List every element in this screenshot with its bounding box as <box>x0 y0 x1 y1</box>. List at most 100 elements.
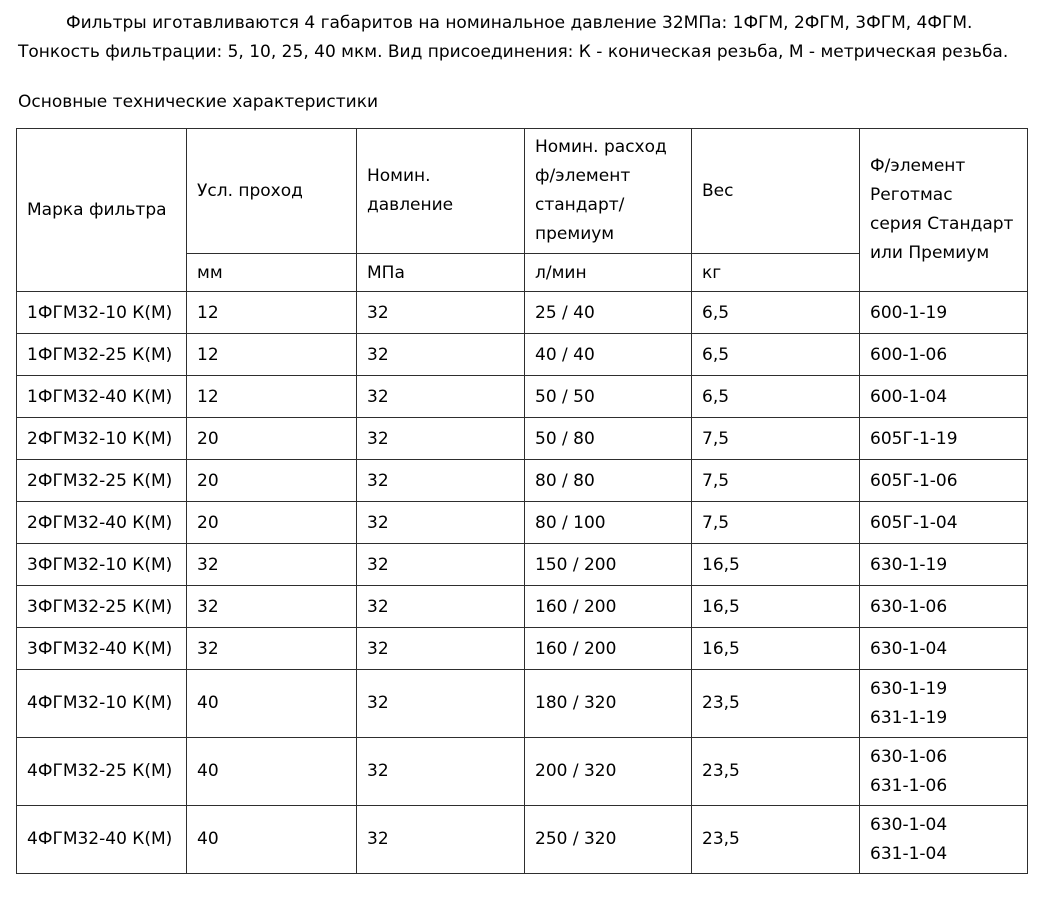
cell-pressure: 32 <box>356 333 525 376</box>
cell-model: 4ФГМ32-40 К(М) <box>16 805 187 874</box>
intro-paragraph: Фильтры иготавливаются 4 габаритов на но… <box>18 13 1009 62</box>
cell-pressure: 32 <box>356 417 525 460</box>
cell-weight: 6,5 <box>691 291 860 334</box>
cell-model: 2ФГМ32-40 К(М) <box>16 501 187 544</box>
cell-weight: 6,5 <box>691 375 860 418</box>
cell-model: 2ФГМ32-10 К(М) <box>16 417 187 460</box>
cell-flow: 250 / 320 <box>524 805 692 874</box>
table-row: 1ФГМ32-10 К(М) 12 32 25 / 40 6,5 600-1-1… <box>16 291 1028 334</box>
col-header-bore: Усл. проход <box>186 128 357 254</box>
cell-weight: 16,5 <box>691 585 860 628</box>
cell-bore: 40 <box>186 669 357 738</box>
cell-pressure: 32 <box>356 805 525 874</box>
cell-bore: 32 <box>186 627 357 670</box>
cell-pressure: 32 <box>356 543 525 586</box>
cell-element: 605Г-1-19 <box>859 417 1028 460</box>
cell-pressure: 32 <box>356 501 525 544</box>
cell-weight: 7,5 <box>691 501 860 544</box>
cell-weight: 7,5 <box>691 417 860 460</box>
cell-bore: 32 <box>186 543 357 586</box>
cell-model: 4ФГМ32-10 К(М) <box>16 669 187 738</box>
cell-element: 630-1-19 631-1-19 <box>859 669 1028 738</box>
table-row: 2ФГМ32-25 К(М) 20 32 80 / 80 7,5 605Г-1-… <box>16 459 1028 502</box>
specs-table: Марка фильтра Усл. проход Номин. давлени… <box>16 128 1028 874</box>
cell-flow: 200 / 320 <box>524 737 692 806</box>
unit-bore: мм <box>186 253 357 292</box>
cell-flow: 80 / 80 <box>524 459 692 502</box>
cell-element: 630-1-06 631-1-06 <box>859 737 1028 806</box>
cell-weight: 23,5 <box>691 669 860 738</box>
cell-flow: 50 / 50 <box>524 375 692 418</box>
cell-model: 2ФГМ32-25 К(М) <box>16 459 187 502</box>
cell-flow: 160 / 200 <box>524 585 692 628</box>
table-row: 3ФГМ32-10 К(М) 32 32 150 / 200 16,5 630-… <box>16 543 1028 586</box>
cell-flow: 180 / 320 <box>524 669 692 738</box>
cell-bore: 20 <box>186 459 357 502</box>
cell-element: 600-1-04 <box>859 375 1028 418</box>
cell-bore: 12 <box>186 291 357 334</box>
cell-pressure: 32 <box>356 375 525 418</box>
cell-model: 1ФГМ32-10 К(М) <box>16 291 187 334</box>
col-header-weight: Вес <box>691 128 860 254</box>
cell-weight: 23,5 <box>691 805 860 874</box>
unit-pressure: МПа <box>356 253 525 292</box>
cell-bore: 12 <box>186 375 357 418</box>
cell-flow: 25 / 40 <box>524 291 692 334</box>
cell-model: 3ФГМ32-25 К(М) <box>16 585 187 628</box>
cell-element: 630-1-19 <box>859 543 1028 586</box>
cell-pressure: 32 <box>356 627 525 670</box>
table-row: 1ФГМ32-25 К(М) 12 32 40 / 40 6,5 600-1-0… <box>16 333 1028 376</box>
cell-model: 3ФГМ32-10 К(М) <box>16 543 187 586</box>
unit-weight: кг <box>691 253 860 292</box>
table-row: 1ФГМ32-40 К(М) 12 32 50 / 50 6,5 600-1-0… <box>16 375 1028 418</box>
col-header-pressure: Номин. давление <box>356 128 525 254</box>
table-row: 4ФГМ32-10 К(М) 40 32 180 / 320 23,5 630-… <box>16 669 1028 738</box>
table-row: 2ФГМ32-40 К(М) 20 32 80 / 100 7,5 605Г-1… <box>16 501 1028 544</box>
cell-bore: 20 <box>186 417 357 460</box>
cell-element: 600-1-06 <box>859 333 1028 376</box>
cell-flow: 160 / 200 <box>524 627 692 670</box>
cell-bore: 40 <box>186 805 357 874</box>
table-row: 2ФГМ32-10 К(М) 20 32 50 / 80 7,5 605Г-1-… <box>16 417 1028 460</box>
cell-weight: 16,5 <box>691 627 860 670</box>
table-header-row: Марка фильтра Усл. проход Номин. давлени… <box>16 128 1028 292</box>
cell-pressure: 32 <box>356 291 525 334</box>
table-row: 3ФГМ32-40 К(М) 32 32 160 / 200 16,5 630-… <box>16 627 1028 670</box>
cell-element: 630-1-06 <box>859 585 1028 628</box>
cell-weight: 6,5 <box>691 333 860 376</box>
section-heading: Основные технические характеристики <box>18 92 379 112</box>
cell-bore: 20 <box>186 501 357 544</box>
cell-model: 4ФГМ32-25 К(М) <box>16 737 187 806</box>
cell-element: 630-1-04 631-1-04 <box>859 805 1028 874</box>
table-units-row: мм МПа л/мин кг <box>17 253 1028 292</box>
cell-element: 605Г-1-04 <box>859 501 1028 544</box>
unit-flow: л/мин <box>524 253 692 292</box>
cell-weight: 23,5 <box>691 737 860 806</box>
cell-flow: 80 / 100 <box>524 501 692 544</box>
cell-weight: 16,5 <box>691 543 860 586</box>
cell-bore: 12 <box>186 333 357 376</box>
cell-pressure: 32 <box>356 737 525 806</box>
cell-flow: 150 / 200 <box>524 543 692 586</box>
col-header-model: Марка фильтра <box>16 128 187 292</box>
col-header-element: Ф/элемент Реготмас серия Стандарт или Пр… <box>859 128 1028 292</box>
cell-model: 1ФГМ32-25 К(М) <box>16 333 187 376</box>
cell-flow: 50 / 80 <box>524 417 692 460</box>
cell-pressure: 32 <box>356 459 525 502</box>
cell-pressure: 32 <box>356 585 525 628</box>
table-row: 4ФГМ32-25 К(М) 40 32 200 / 320 23,5 630-… <box>16 737 1028 806</box>
cell-element: 630-1-04 <box>859 627 1028 670</box>
cell-weight: 7,5 <box>691 459 860 502</box>
cell-bore: 40 <box>186 737 357 806</box>
cell-model: 3ФГМ32-40 К(М) <box>16 627 187 670</box>
cell-element: 605Г-1-06 <box>859 459 1028 502</box>
cell-model: 1ФГМ32-40 К(М) <box>16 375 187 418</box>
cell-pressure: 32 <box>356 669 525 738</box>
document-page: Фильтры иготавливаются 4 габаритов на но… <box>16 13 1028 874</box>
table-row: 3ФГМ32-25 К(М) 32 32 160 / 200 16,5 630-… <box>16 585 1028 628</box>
table-row: 4ФГМ32-40 К(М) 40 32 250 / 320 23,5 630-… <box>16 805 1028 874</box>
cell-bore: 32 <box>186 585 357 628</box>
col-header-flow: Номин. расход ф/элемент стандарт/ премиу… <box>524 128 692 254</box>
cell-element: 600-1-19 <box>859 291 1028 334</box>
cell-flow: 40 / 40 <box>524 333 692 376</box>
